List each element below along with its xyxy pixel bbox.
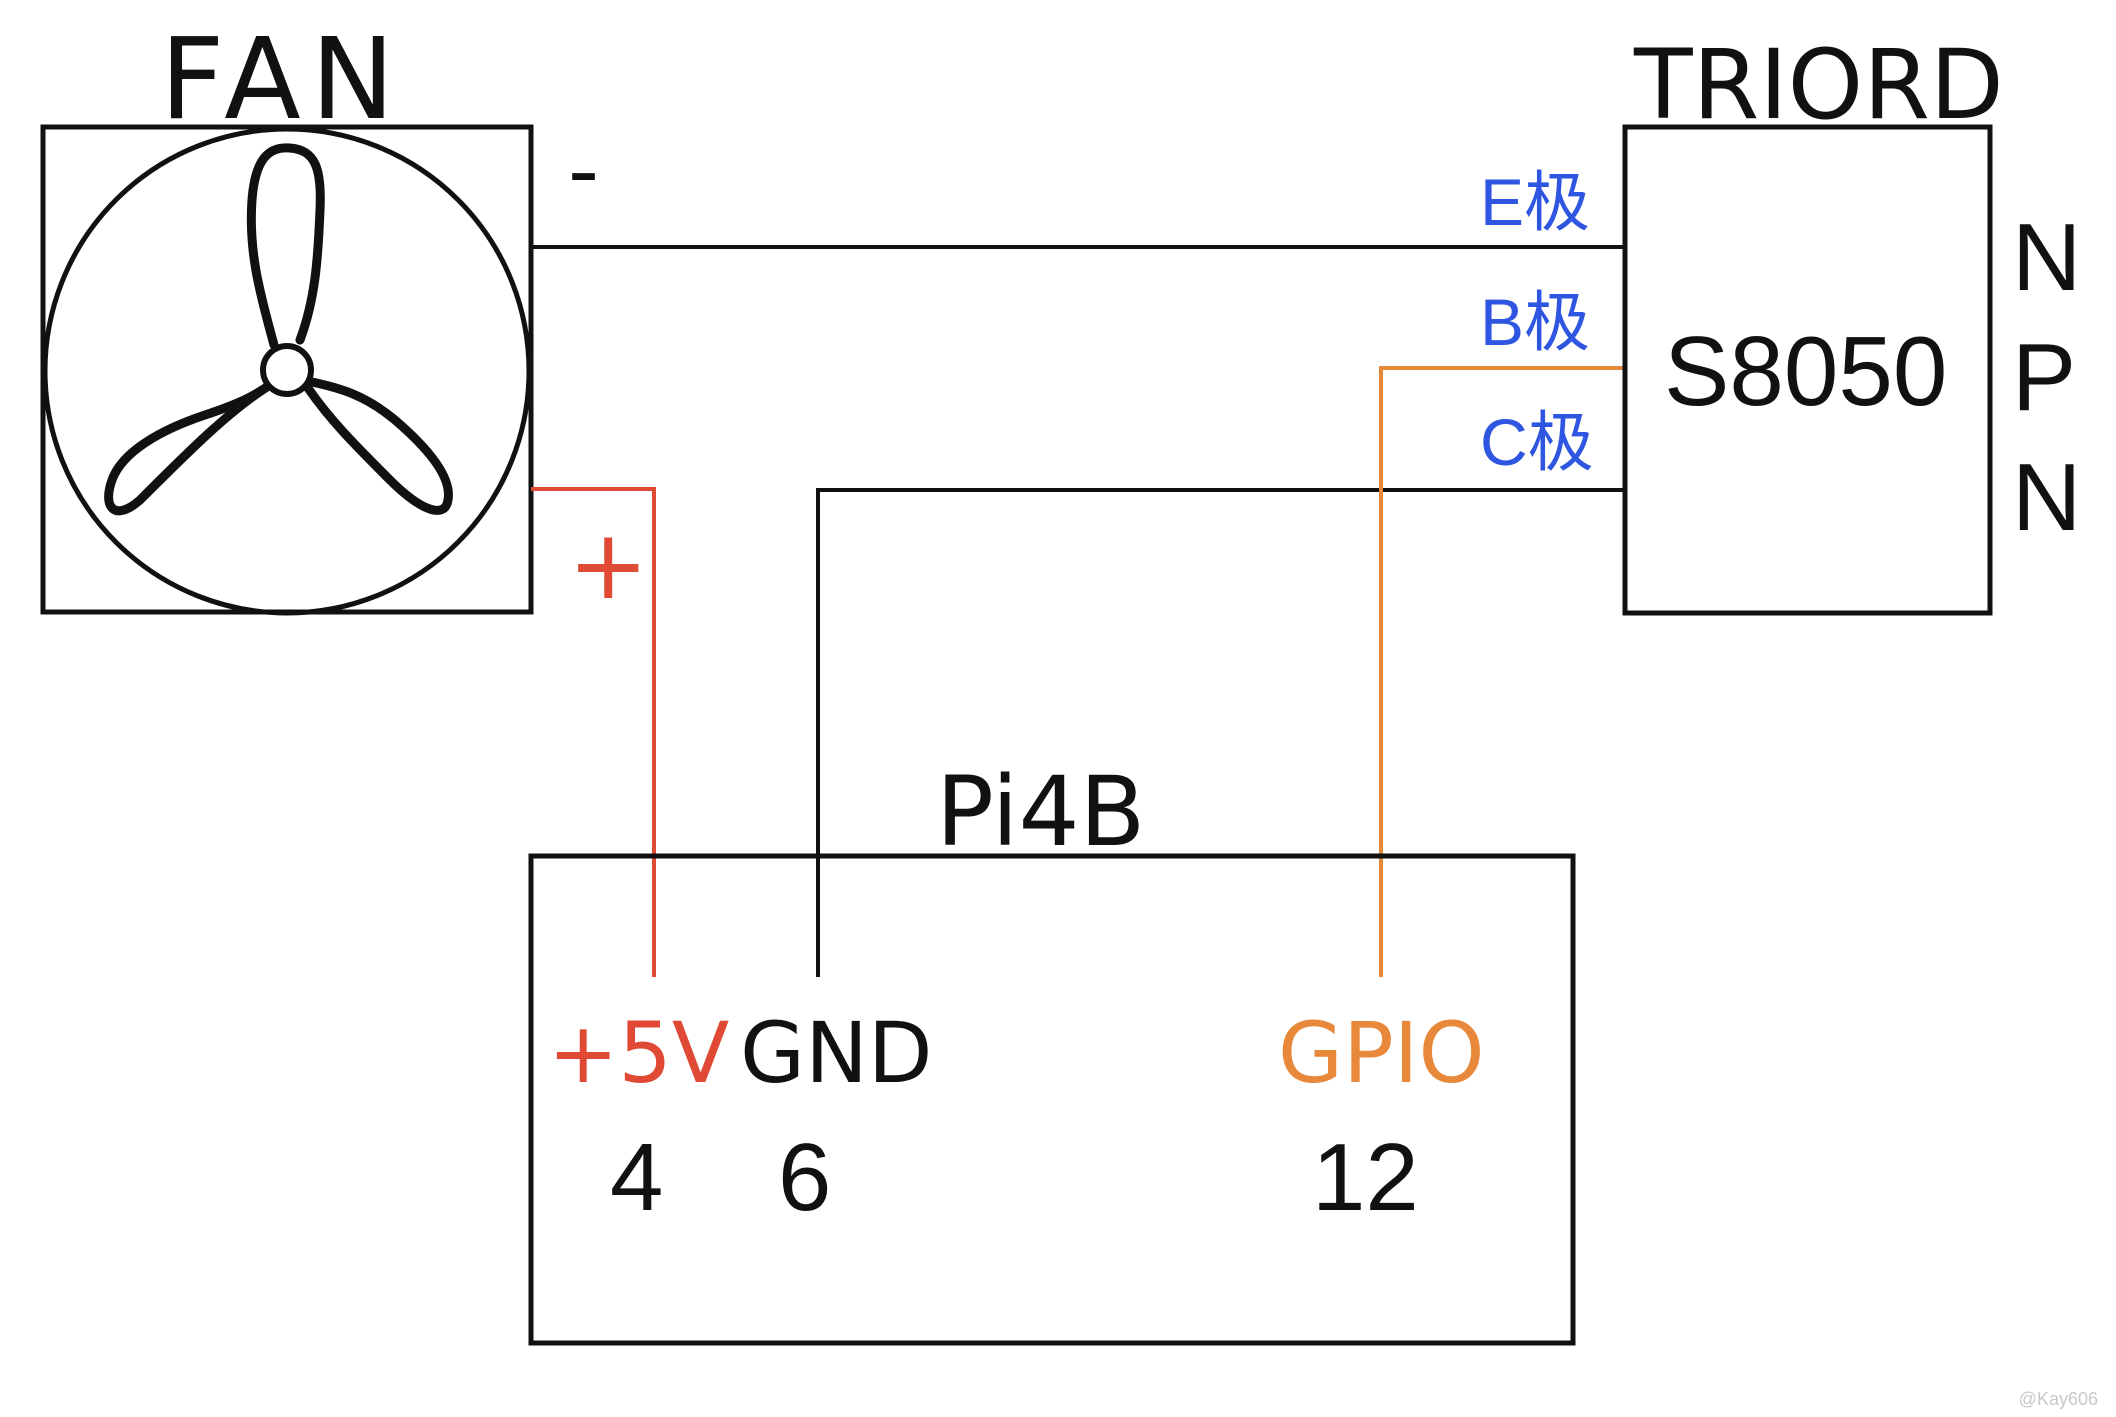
npn-letter-1: N <box>2012 204 2081 311</box>
wire-collector-to-gnd <box>816 488 1624 977</box>
npn-letter-3: N <box>2012 444 2081 551</box>
watermark: @Kay606 <box>2019 1389 2098 1409</box>
fan-hub <box>260 343 314 397</box>
pin-e-label: E极 <box>1480 165 1590 239</box>
pin-gnd-name: GND <box>740 1004 933 1102</box>
pin-5v-name: +5V <box>548 1004 729 1102</box>
pi-box <box>528 853 1576 1346</box>
pin-c-label: C极 <box>1480 405 1594 479</box>
fan-component: FAN - + <box>40 15 648 621</box>
pin-gpio-number: 12 <box>1312 1124 1419 1231</box>
fan-ring <box>42 126 532 616</box>
fan-minus-label: - <box>568 121 599 221</box>
pin-5v-number: 4 <box>610 1124 663 1231</box>
fan-blades-icon <box>104 143 453 516</box>
pi-component: Pi4B +5V GND GPIO 4 6 12 <box>528 756 1576 1346</box>
fan-title: FAN <box>160 15 405 145</box>
pin-gpio-name: GPIO <box>1278 1004 1485 1102</box>
transistor-model: S8050 <box>1664 316 1947 426</box>
wires <box>531 245 1624 977</box>
pin-gnd-number: 6 <box>778 1124 831 1231</box>
pin-b-label: B极 <box>1480 285 1590 359</box>
fan-plus-label: + <box>568 509 648 621</box>
wire-base-to-gpio <box>1379 366 1624 977</box>
transistor-title: TRIORD <box>1633 29 2004 141</box>
wire-fan-plus-to-5v <box>531 487 656 977</box>
transistor-component: TRIORD S8050 E极 B极 C极 N P N <box>1480 29 2081 616</box>
pi-title: Pi4B <box>936 756 1145 868</box>
transistor-box <box>1622 124 1993 616</box>
npn-letter-2: P <box>2012 324 2076 431</box>
